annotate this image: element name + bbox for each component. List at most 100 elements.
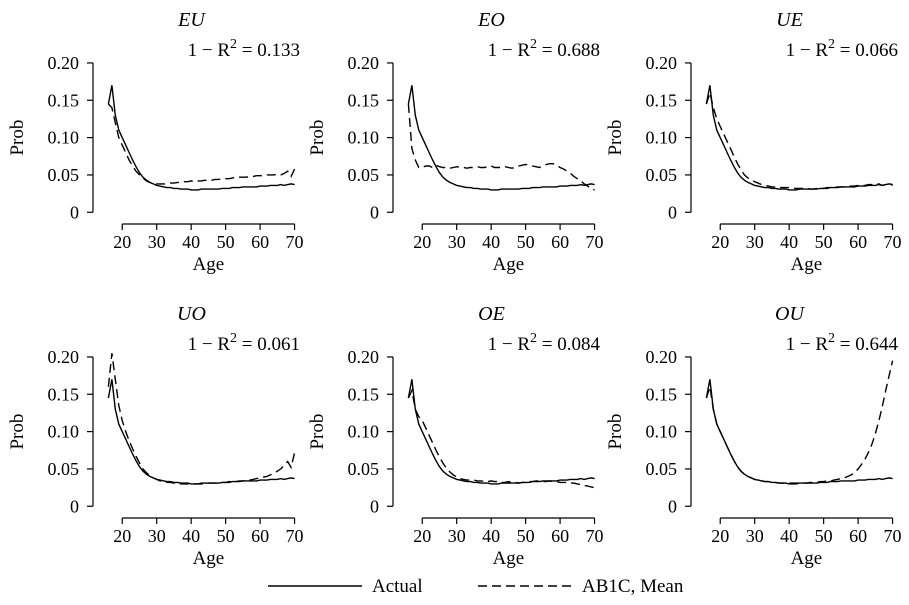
panel-title-uo: UO: [177, 303, 206, 325]
series-line-actual: [705, 85, 893, 191]
x-axis-label: Age: [493, 254, 525, 275]
y-axis-label: Prob: [307, 414, 328, 450]
y-tick-label: 0.10: [646, 128, 678, 148]
series-line-actual: [705, 379, 893, 485]
y-tick-label: 0.05: [48, 165, 80, 185]
y-tick-label: 0.20: [48, 53, 80, 73]
panel-title-oe: OE: [478, 303, 505, 325]
y-tick-label: 0.20: [348, 53, 380, 73]
y-tick-label: 0.15: [348, 384, 380, 404]
series-line-actual: [407, 85, 595, 191]
y-tick-label: 0: [668, 202, 677, 222]
x-tick-label: 50: [217, 232, 235, 252]
x-tick-label: 20: [413, 526, 431, 546]
y-tick-label: 0.15: [646, 90, 678, 110]
x-tick-label: 40: [780, 526, 798, 546]
series-line-ab1c-mean: [107, 353, 296, 485]
x-axis-label: Age: [493, 548, 525, 569]
panel-ou: OU 0 0.05 0.10 0.15 0.20 20 30 40 50 60 70 Age Prob 1 …: [605, 303, 902, 569]
series-line-actual: [107, 85, 295, 191]
panel-uo: UO 0 0.05 0.10 0.15 0.20 20 30 40 50 60 70 Age Prob 1 …: [7, 303, 304, 569]
r2-annotation-eu: 1 − R2 = 0.133: [188, 37, 300, 61]
y-tick-label: 0.10: [348, 422, 380, 442]
y-tick-label: 0.05: [348, 165, 380, 185]
x-tick-label: 60: [551, 232, 569, 252]
series-line-ab1c-mean: [407, 103, 595, 191]
series-line-ab1c-mean: [705, 360, 894, 484]
y-tick-label: 0.20: [646, 53, 678, 73]
panel-oe: OE 0 0.05 0.10 0.15 0.20 20 30 40 50 60 70 Age Prob 1 …: [307, 303, 604, 569]
panel-title-eo: EO: [477, 9, 505, 31]
y-tick-label: 0.10: [48, 422, 80, 442]
r2-annotation-eo: 1 − R2 = 0.688: [488, 37, 600, 61]
x-tick-label: 20: [413, 232, 431, 252]
x-tick-label: 60: [849, 526, 867, 546]
x-axis-label: Age: [193, 548, 225, 569]
x-tick-label: 40: [482, 232, 500, 252]
x-tick-label: 50: [217, 526, 235, 546]
y-tick-label: 0.05: [646, 165, 678, 185]
series-line-actual: [407, 379, 595, 485]
x-tick-label: 70: [586, 526, 604, 546]
y-tick-label: 0.20: [48, 347, 80, 367]
x-tick-label: 30: [448, 526, 466, 546]
y-tick-label: 0: [70, 202, 79, 222]
x-tick-label: 30: [148, 232, 166, 252]
panel-eu: EU 0 0.05 0.10 0.15 0.20 20 30 40 50 60 70 Age Prob 1 …: [7, 9, 304, 275]
series-line-actual: [107, 379, 295, 485]
y-axis-label: Prob: [7, 414, 28, 450]
legend: Actual AB1C, Mean: [268, 576, 684, 597]
legend-label-ab1c-mean: AB1C, Mean: [582, 576, 684, 597]
panel-ue: UE 0 0.05 0.10 0.15 0.20 20 30 40 50 60 70 Age Prob 1 …: [605, 9, 902, 275]
y-tick-label: 0: [668, 496, 677, 516]
r2-annotation-oe: 1 − R2 = 0.084: [488, 331, 601, 355]
y-axis-label: Prob: [7, 120, 28, 156]
y-tick-label: 0: [70, 496, 79, 516]
y-tick-label: 0.15: [348, 90, 380, 110]
y-axis-label: Prob: [307, 120, 328, 156]
y-tick-label: 0.15: [646, 384, 678, 404]
panel-eo: EO 0 0.05 0.10 0.15 0.20 20 30 40 50 60 70 Age Prob 1 …: [307, 9, 604, 275]
y-axis-label: Prob: [605, 120, 626, 156]
y-tick-label: 0: [370, 496, 379, 516]
y-tick-label: 0.15: [48, 384, 80, 404]
x-tick-label: 60: [251, 526, 269, 546]
x-tick-label: 30: [746, 526, 764, 546]
y-tick-label: 0.10: [646, 422, 678, 442]
series-line-ab1c-mean: [705, 90, 893, 190]
x-tick-label: 70: [286, 526, 304, 546]
x-tick-label: 60: [251, 232, 269, 252]
x-tick-label: 40: [780, 232, 798, 252]
x-tick-label: 70: [884, 526, 902, 546]
x-tick-label: 70: [586, 232, 604, 252]
x-tick-label: 40: [482, 526, 500, 546]
y-tick-label: 0.05: [48, 459, 80, 479]
x-tick-label: 20: [113, 526, 131, 546]
x-tick-label: 50: [517, 526, 535, 546]
legend-label-actual: Actual: [372, 576, 423, 597]
y-axis-label: Prob: [605, 414, 626, 450]
x-tick-label: 40: [182, 232, 200, 252]
r2-annotation-ou: 1 − R2 = 0.644: [786, 331, 899, 355]
panel-title-ue: UE: [776, 9, 803, 31]
panel-title-ou: OU: [775, 303, 805, 325]
x-tick-label: 50: [815, 232, 833, 252]
x-tick-label: 20: [711, 526, 729, 546]
x-axis-label: Age: [791, 548, 823, 569]
x-tick-label: 30: [448, 232, 466, 252]
x-tick-label: 20: [711, 232, 729, 252]
y-tick-label: 0.10: [48, 128, 80, 148]
x-tick-label: 40: [182, 526, 200, 546]
x-tick-label: 50: [815, 526, 833, 546]
y-tick-label: 0.10: [348, 128, 380, 148]
y-tick-label: 0.20: [646, 347, 678, 367]
x-tick-label: 30: [148, 526, 166, 546]
x-tick-label: 60: [551, 526, 569, 546]
y-tick-label: 0: [370, 202, 379, 222]
x-tick-label: 20: [113, 232, 131, 252]
y-tick-label: 0.15: [48, 90, 80, 110]
panel-title-eu: EU: [177, 9, 206, 31]
r2-annotation-uo: 1 − R2 = 0.061: [188, 331, 300, 355]
x-tick-label: 70: [884, 232, 902, 252]
